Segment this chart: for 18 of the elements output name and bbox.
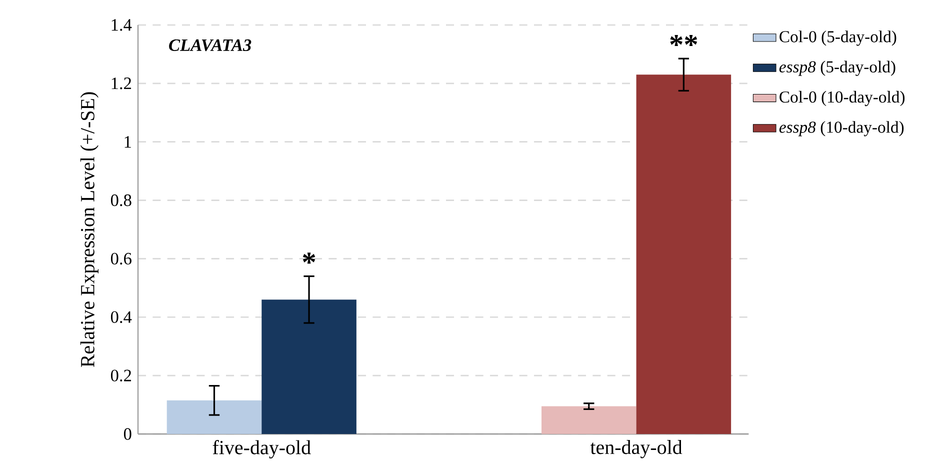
x-tick-label: five-day-old [212,440,311,458]
y-tick-label: 0.6 [110,252,132,265]
annotation: ** [670,34,698,46]
legend-label: Col-0 (5-day-old) [780,30,896,46]
y-tick-label: 0.4 [110,311,132,324]
y-tick-label: 1.4 [112,19,132,31]
annotation: * [302,252,316,264]
legend-label: Col-0 (10-day-old) [780,90,905,106]
x-tick-label: ten-day-old [590,440,682,458]
y-axis-title: Relative Expression Level (+/-SE) [80,92,98,368]
y-tick-label: 0.8 [110,194,132,206]
legend-label: essp8 (10-day-old) [779,121,904,136]
y-tick-label: 0 [124,428,132,440]
legend-label: essp8 (5-day-old) [779,60,896,76]
y-tick-label: 1.2 [112,78,132,90]
text: CLAVATA3 [169,39,252,52]
y-tick-label: 1 [124,136,131,148]
y-tick-label: 0.2 [110,370,132,382]
